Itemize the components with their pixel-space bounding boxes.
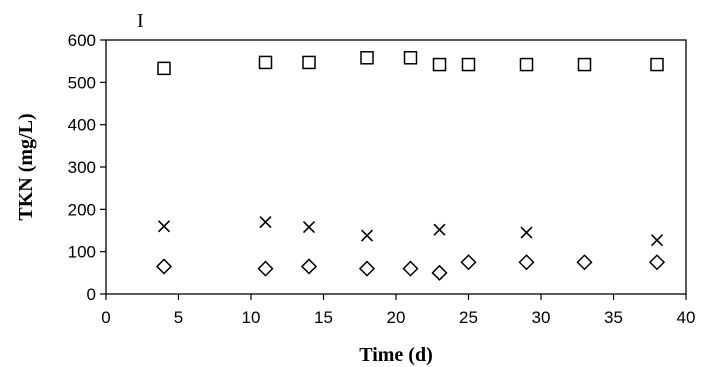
data-point-x <box>157 220 171 233</box>
x-tick-label: 20 <box>387 308 406 327</box>
data-point-square <box>302 55 316 70</box>
data-point-diamond <box>576 254 593 271</box>
x-tick-label: 0 <box>101 308 110 327</box>
series-x <box>157 215 664 247</box>
y-axis-title: TKN (mg/L) <box>15 113 37 220</box>
x-tick-label: 5 <box>174 308 183 327</box>
y-tick-label: 300 <box>68 158 96 177</box>
data-point-diamond <box>402 260 419 277</box>
series-diamond <box>155 254 666 281</box>
y-tick-label: 200 <box>68 200 96 219</box>
data-point-diamond <box>518 254 535 271</box>
data-point-x <box>360 229 374 242</box>
tick-marks <box>100 39 687 300</box>
data-point-x <box>302 221 316 234</box>
tick-labels: 0 100 200 300 400 500 600 0 5 10 15 20 25 30 35 40 <box>68 31 696 327</box>
data-point-square <box>432 57 447 72</box>
y-tick-label: 400 <box>68 116 96 135</box>
data-point-diamond <box>358 260 376 277</box>
data-point-x <box>433 223 446 236</box>
x-tick-label: 40 <box>677 308 696 327</box>
data-point-diamond <box>648 254 666 271</box>
y-tick-label: 500 <box>68 73 96 92</box>
y-tick-label: 0 <box>87 285 96 304</box>
data-point-x <box>520 226 533 239</box>
data-point-x <box>259 215 272 229</box>
series-square <box>157 51 664 76</box>
data-point-square <box>519 57 534 72</box>
data-point-square <box>650 57 664 72</box>
data-point-square <box>461 57 476 72</box>
y-tick-label: 600 <box>68 31 96 50</box>
x-tick-label: 25 <box>459 308 478 327</box>
data-point-diamond <box>257 260 274 277</box>
y-tick-label: 100 <box>68 243 96 262</box>
x-tick-label: 35 <box>604 308 623 327</box>
data-series <box>155 51 666 281</box>
x-tick-label: 10 <box>242 308 261 327</box>
plot-frame <box>105 39 687 295</box>
x-tick-label: 15 <box>314 308 333 327</box>
data-point-square <box>577 57 592 72</box>
x-axis-title: Time (d) <box>359 344 433 366</box>
data-point-diamond <box>155 258 173 275</box>
data-point-square <box>360 51 374 65</box>
data-point-square <box>258 55 273 70</box>
data-point-x <box>650 234 664 247</box>
data-point-diamond <box>300 258 318 275</box>
data-point-diamond <box>431 264 448 281</box>
axes <box>105 39 687 295</box>
panel-label: I <box>137 10 144 32</box>
x-tick-label: 30 <box>532 308 551 327</box>
data-point-square <box>403 51 418 65</box>
data-point-diamond <box>460 254 477 271</box>
data-point-square <box>157 61 171 76</box>
